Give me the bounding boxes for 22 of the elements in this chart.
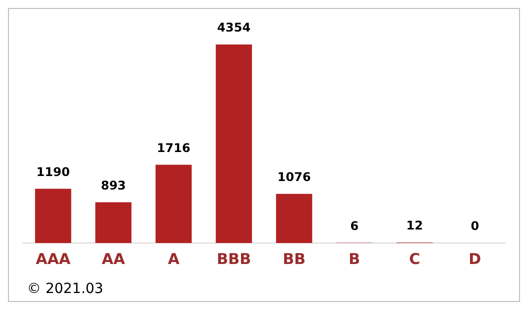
x-tick-label: B (348, 250, 360, 268)
data-label: 4354 (217, 20, 251, 35)
data-label: 12 (406, 218, 423, 233)
data-label: 1716 (156, 140, 190, 155)
x-tick-label: AAA (36, 250, 71, 268)
x-tick-label: AA (102, 250, 126, 268)
data-label: 1190 (36, 164, 70, 179)
x-tick-label: A (168, 250, 180, 268)
bar (95, 202, 132, 243)
data-label: 6 (350, 218, 359, 233)
data-label: 0 (470, 219, 480, 234)
data-label: 893 (100, 178, 126, 192)
x-tick-label: C (409, 250, 420, 268)
x-tick-label: BB (282, 250, 306, 268)
x-tick-label: D (468, 250, 482, 268)
bar (35, 188, 72, 243)
text: © 2021.03 (27, 281, 104, 297)
data-label: 1076 (277, 170, 311, 184)
bar (156, 164, 192, 243)
bar (276, 194, 312, 243)
bar (216, 44, 252, 243)
x-tick-label: BBB (216, 250, 252, 268)
